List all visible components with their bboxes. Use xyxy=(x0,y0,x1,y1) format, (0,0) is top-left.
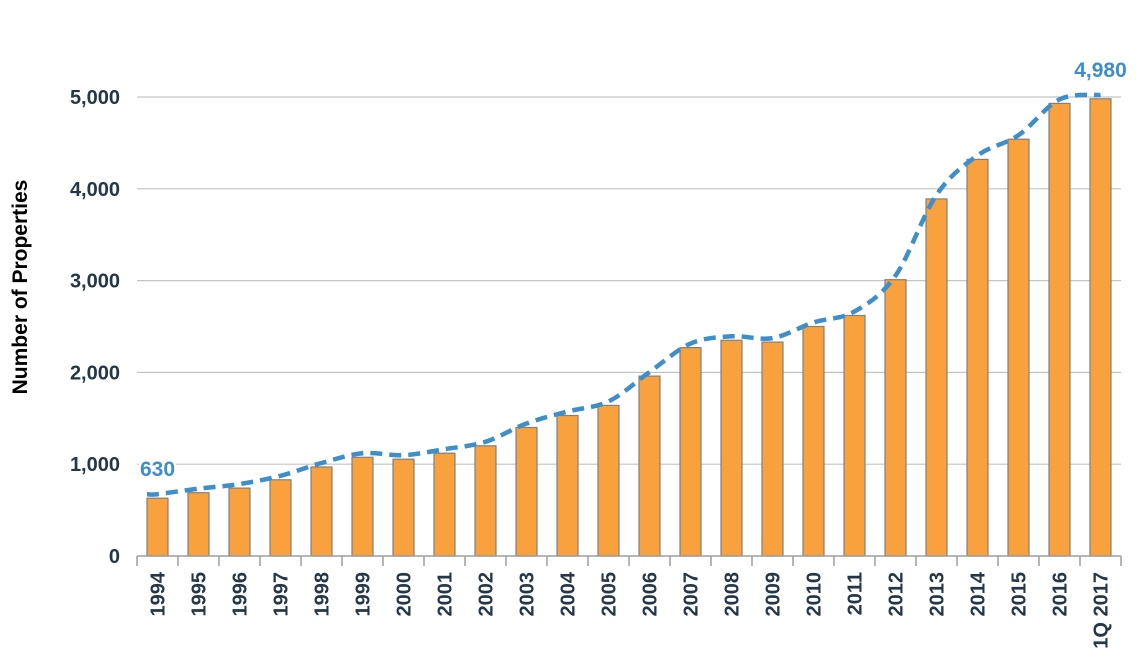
x-tick-label: 2000 xyxy=(394,572,416,617)
x-tick-label: 2001 xyxy=(435,572,457,617)
x-tick-label: 2011 xyxy=(845,572,867,615)
bar xyxy=(925,198,948,557)
bar xyxy=(679,347,702,557)
bar xyxy=(597,404,620,557)
y-tick-label: 3,000 xyxy=(70,271,120,293)
bar xyxy=(1048,102,1071,557)
bar xyxy=(556,414,579,557)
bar xyxy=(392,458,415,557)
x-tick-label: 2003 xyxy=(517,572,539,617)
x-tick-label: 1Q 2017 xyxy=(1091,572,1113,649)
x-tick-label: 2007 xyxy=(681,572,703,617)
x-tick-label: 1997 xyxy=(271,572,293,617)
x-tick-label: 2009 xyxy=(763,572,785,617)
x-tick-label: 2005 xyxy=(599,572,621,617)
annotation-label: 4,980 xyxy=(1074,59,1127,82)
x-tick-label: 1995 xyxy=(189,572,211,617)
x-tick-label: 2002 xyxy=(476,572,498,617)
bar xyxy=(351,456,374,557)
bar xyxy=(638,375,661,557)
bar xyxy=(761,341,784,557)
bar xyxy=(515,426,538,557)
y-axis-title: Number of Properties xyxy=(9,180,32,395)
bar xyxy=(146,497,169,557)
x-tick-label: 2016 xyxy=(1050,572,1072,617)
annotation-label: 630 xyxy=(140,458,175,481)
x-tick-label: 2008 xyxy=(722,572,744,617)
bar xyxy=(474,445,497,557)
x-tick-label: 2004 xyxy=(558,571,580,616)
bar xyxy=(310,466,333,557)
x-tick-label: 2015 xyxy=(1009,572,1031,617)
x-tick-label: 1998 xyxy=(312,572,334,617)
bar xyxy=(802,325,825,557)
x-tick-label: 2010 xyxy=(804,572,826,617)
y-tick-label: 4,000 xyxy=(70,179,120,201)
x-tick-label: 1994 xyxy=(148,571,170,616)
x-tick-label: 2013 xyxy=(927,572,949,617)
bar xyxy=(1007,138,1030,557)
bar xyxy=(884,279,907,557)
bar xyxy=(843,314,866,557)
y-tick-label: 2,000 xyxy=(70,362,120,384)
bar xyxy=(433,452,456,557)
x-tick-label: 2006 xyxy=(640,572,662,617)
bar xyxy=(966,158,989,557)
bar xyxy=(269,479,292,557)
bar xyxy=(1089,98,1112,557)
x-tick-label: 1999 xyxy=(353,572,375,617)
x-tick-label: 2014 xyxy=(968,571,990,616)
x-tick-label: 1996 xyxy=(230,572,252,617)
y-tick-label: 5,000 xyxy=(70,87,120,109)
bar xyxy=(720,339,743,557)
bar xyxy=(228,487,251,557)
bar xyxy=(187,492,210,557)
trend-line xyxy=(146,92,1101,497)
y-tick-label: 1,000 xyxy=(70,454,120,476)
y-tick-label: 0 xyxy=(109,546,120,568)
x-tick-label: 2012 xyxy=(886,572,908,617)
